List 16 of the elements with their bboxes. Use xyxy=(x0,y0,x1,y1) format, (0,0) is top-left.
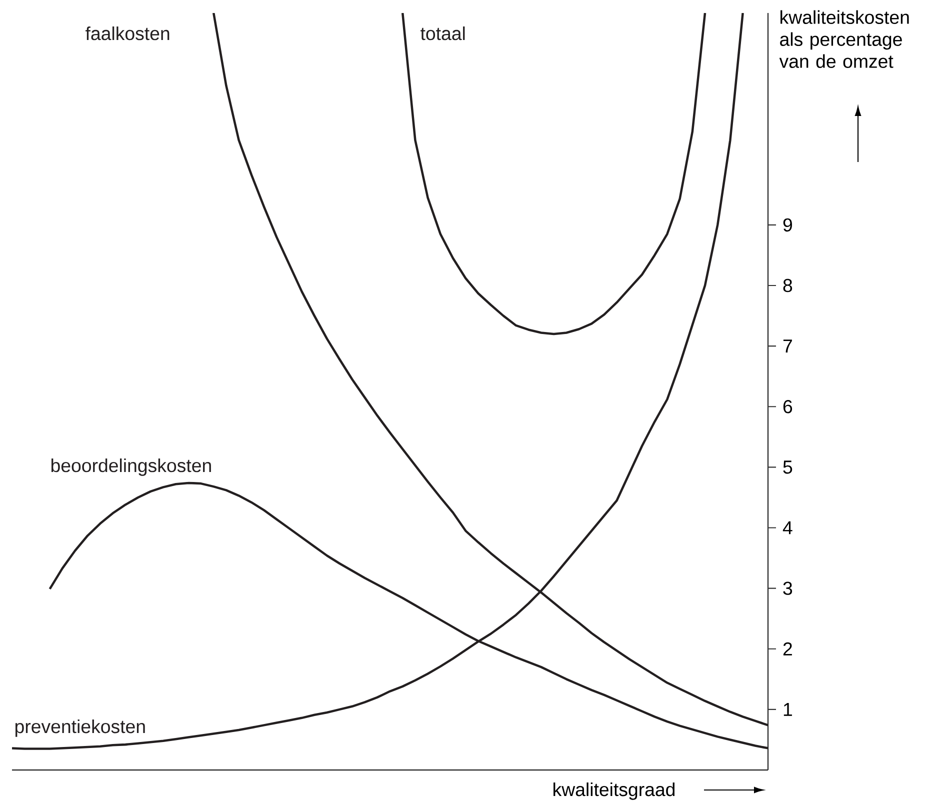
y-tick-label: 7 xyxy=(783,340,792,352)
series-label: totaal xyxy=(420,26,465,40)
line-series xyxy=(401,12,706,336)
x-axis-title: kwaliteitsgraad xyxy=(554,782,675,800)
text: faalkosten xyxy=(86,26,170,40)
y-tick-label: 5 xyxy=(783,460,792,474)
y-tick-label: 8 xyxy=(783,278,792,292)
y-tick-label: 9 xyxy=(783,218,792,232)
y-tick-label: 4 xyxy=(782,521,792,534)
y-tick-label: 6 xyxy=(783,400,792,414)
y-tick-label: 1 xyxy=(784,703,792,716)
series-label: beoordelingskosten xyxy=(51,458,211,476)
y-tick-label: 3 xyxy=(783,582,792,595)
y-tick-label: 2 xyxy=(783,642,792,656)
series-label: preventiekosten xyxy=(15,719,145,737)
y-axis-title: kwaliteitskosten als percentage van de omzet xyxy=(779,10,909,68)
